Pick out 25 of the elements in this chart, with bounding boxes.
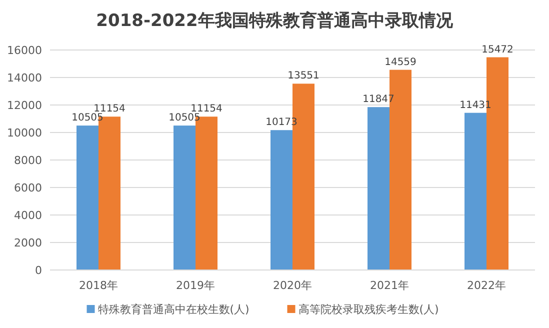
data-label: 14559 — [384, 56, 416, 68]
x-tick-label: 2020年 — [273, 279, 312, 292]
bar — [368, 107, 390, 270]
bar — [174, 126, 196, 270]
y-tick-label: 14000 — [7, 72, 42, 84]
x-tick-label: 2018年 — [79, 279, 118, 292]
x-tick-label: 2019年 — [176, 279, 215, 292]
y-tick-label: 12000 — [7, 99, 42, 112]
bar — [464, 112, 486, 270]
data-label: 15472 — [482, 44, 514, 56]
legend-label: 高等院校录取残疾考生数(人) — [298, 303, 439, 316]
bar — [76, 126, 98, 270]
x-tick-label: 2021年 — [370, 279, 409, 292]
y-tick-label: 16000 — [7, 44, 42, 57]
data-label: 13551 — [288, 70, 320, 82]
y-tick-label: 8000 — [14, 154, 42, 167]
y-tick-label: 2000 — [14, 236, 42, 250]
chart-title: 2018-2022年我国特殊教育普通高中录取情况 — [96, 10, 454, 31]
x-tick-label: 2022年 — [467, 279, 506, 292]
y-tick-label: 4000 — [14, 209, 42, 222]
legend-label: 特殊教育普通高中在校生数(人) — [98, 303, 250, 316]
y-tick-label: 6000 — [14, 182, 42, 194]
y-tick-label: 10000 — [7, 126, 42, 140]
bar — [270, 130, 292, 270]
y-tick-label: 0 — [35, 264, 42, 277]
